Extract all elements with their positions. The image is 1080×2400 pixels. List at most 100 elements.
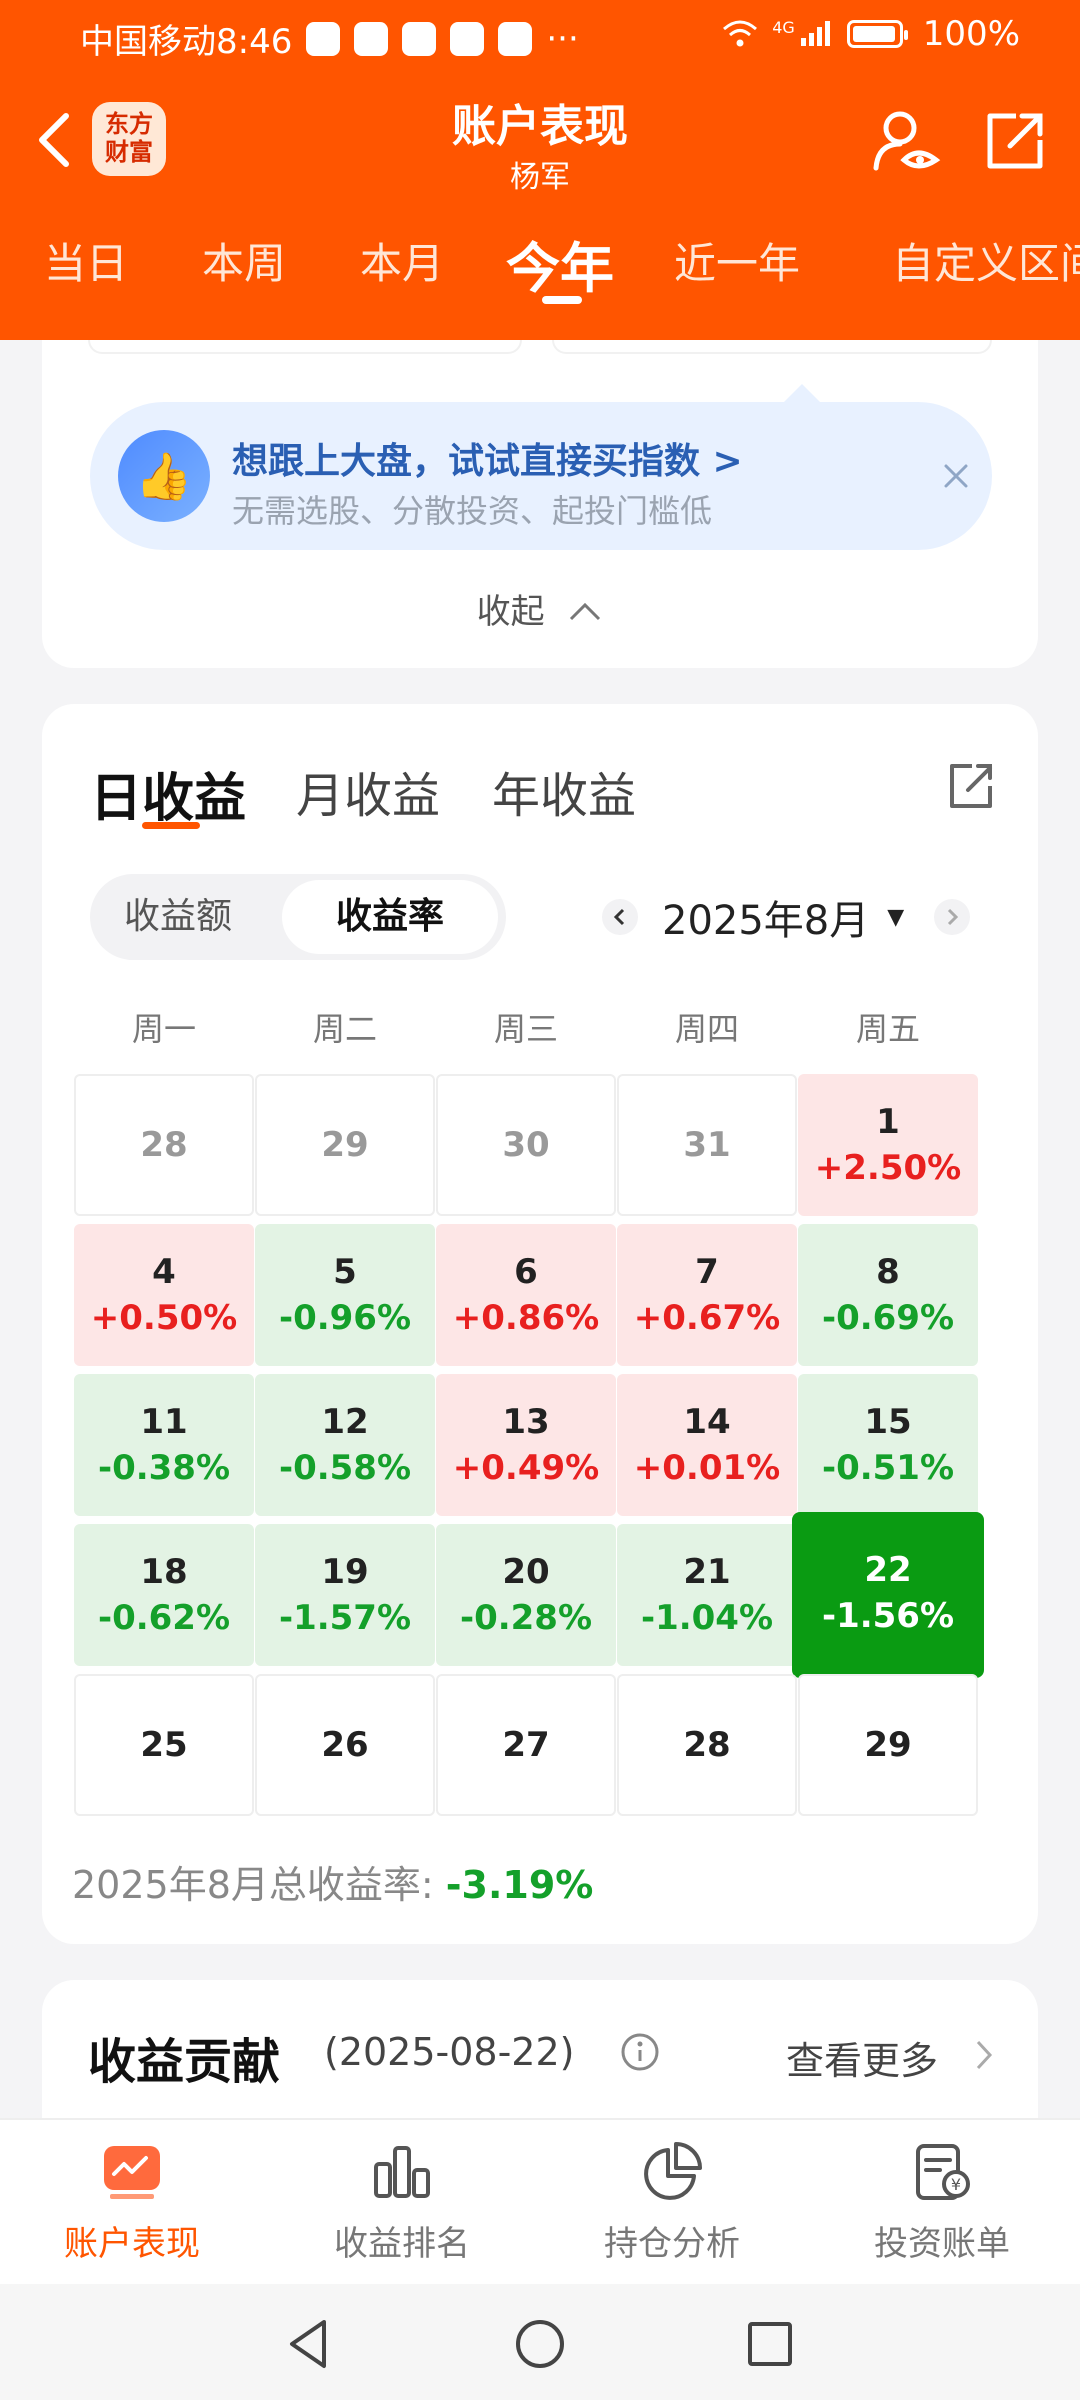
svg-text:¥: ¥ [951,2175,961,2194]
tab-custom-range[interactable]: 自定义区间 [892,239,1080,288]
calendar-day[interactable]: 20 -0.28% [436,1524,616,1666]
nav-bar: 东方 财富 账户表现 杨军 [0,80,1080,200]
account-view-icon[interactable] [872,106,942,176]
system-home-icon[interactable] [510,2314,570,2374]
card-peek [88,340,522,354]
calendar-day[interactable]: 29 [255,1074,435,1216]
collapse-button[interactable]: 收起 [42,584,1038,633]
toggle-return-amount[interactable]: 收益额 [124,896,233,937]
calendar-day[interactable]: 12 -0.58% [255,1374,435,1516]
back-arrow-icon[interactable] [30,108,80,172]
promo-title[interactable]: 想跟上大盘，试试直接买指数 > [232,441,743,482]
calendar-day[interactable]: 1 +2.50% [798,1074,978,1216]
day-return: +0.01% [633,1448,781,1488]
day-return: -0.38% [97,1448,231,1488]
day-number: 14 [683,1402,731,1442]
index-promo-banner[interactable]: 👍 想跟上大盘，试试直接买指数 > 无需选股、分散投资、起投门槛低 [90,402,992,550]
more-notifications: ··· [546,18,579,59]
tab-last-year[interactable]: 近一年 [674,239,801,288]
day-number: 18 [140,1552,188,1592]
nav-label: 持仓分析 [604,2224,740,2264]
tab-this-month[interactable]: 本月 [360,239,445,288]
battery-level: 100% [922,14,1020,54]
day-return: -1.04% [640,1598,774,1638]
day-number: 8 [876,1252,900,1292]
calendar-day[interactable]: 31 [617,1074,797,1216]
nav-holdings-analysis[interactable]: 持仓分析 [572,2140,772,2265]
tab-today[interactable]: 当日 [44,239,129,288]
month-total-return: 2025年8月总收益率: -3.19% [72,1854,593,1909]
chevron-up-icon [570,602,601,621]
prev-month-button[interactable] [602,899,638,935]
month-selector: 2025年8月 ▼ [602,884,971,950]
next-month-button[interactable] [934,899,971,935]
calendar-day[interactable]: 29 [798,1674,978,1816]
calendar-card: 日收益 月收益 年收益 收益额 收益率 2025年8月 ▼ 周一 周二 周三 周… [42,704,1038,1944]
wechat-icon [402,21,437,56]
day-number: 21 [683,1552,731,1592]
weekday-label: 周四 [674,1010,739,1048]
calendar-day[interactable]: 4 +0.50% [74,1224,254,1366]
day-number: 4 [152,1252,176,1292]
period-tabs: 当日 本周 本月 今年 近一年 自定义区间 [0,210,1080,330]
system-recents-icon[interactable] [740,2314,800,2374]
day-return: -0.96% [278,1298,412,1338]
tab-monthly-return[interactable]: 月收益 [296,768,441,824]
nav-return-ranking[interactable]: 收益排名 [302,2140,502,2265]
day-number: 1 [876,1102,900,1142]
tab-yearly-return[interactable]: 年收益 [492,768,637,824]
contribution-title: 收益贡献 [88,2034,281,2090]
calendar-day[interactable]: 5 -0.96% [255,1224,435,1366]
nav-label: 收益排名 [334,2224,470,2264]
day-return: -1.57% [278,1598,412,1638]
calendar-day[interactable]: 11 -0.38% [74,1374,254,1516]
nav-account-performance[interactable]: 账户表现 [32,2140,232,2265]
contribution-card: 收益贡献 (2025-08-22) 查看更多 [42,1980,1038,2140]
battery-icon [846,20,908,48]
calendar-day[interactable]: 15 -0.51% [798,1374,978,1516]
caret-down-icon[interactable]: ▼ [887,904,905,930]
calendar-day[interactable]: 6 +0.86% [436,1224,616,1366]
calendar-day[interactable]: 14 +0.01% [617,1374,797,1516]
calendar-day[interactable]: 18 -0.62% [74,1524,254,1666]
calendar-day[interactable]: 30 [436,1074,616,1216]
notification-app-icon [450,21,485,56]
nav-label: 投资账单 [874,2224,1010,2264]
calendar-day[interactable]: 26 [255,1674,435,1816]
calendar-day[interactable]: 28 [617,1674,797,1816]
day-number: 28 [683,1725,731,1765]
view-more-link[interactable]: 查看更多 [786,2039,939,2083]
calendar-day[interactable]: 27 [436,1674,616,1816]
day-number: 25 [140,1725,188,1765]
wifi-icon [723,20,758,47]
weekday-label: 周三 [493,1010,558,1048]
weekday-label: 周五 [855,1010,920,1048]
share-icon[interactable] [942,758,998,814]
day-number: 20 [502,1552,550,1592]
day-number: 27 [502,1725,550,1765]
close-icon[interactable] [938,458,974,494]
chevron-right-icon[interactable] [972,2038,996,2072]
calendar-day[interactable]: 28 [74,1074,254,1216]
calendar-day[interactable]: 19 -1.57% [255,1524,435,1666]
calendar-day-selected[interactable]: 22 -1.56% [792,1512,984,1678]
tab-daily-return[interactable]: 日收益 [90,769,247,829]
calendar-day[interactable]: 13 +0.49% [436,1374,616,1516]
nav-investment-bill[interactable]: ¥ 投资账单 [842,2140,1042,2265]
day-number: 31 [683,1125,731,1165]
status-bar: 中国移动8:46 ··· 4G 100% [0,0,1080,76]
calendar-day[interactable]: 7 +0.67% [617,1224,797,1366]
calendar-day[interactable]: 25 [74,1674,254,1816]
system-back-icon[interactable] [280,2314,340,2374]
tab-this-year[interactable]: 今年 [506,237,614,300]
calendar-day[interactable]: 21 -1.04% [617,1524,797,1666]
month-label[interactable]: 2025年8月 [662,898,870,944]
summary-value: -3.19% [445,1863,594,1907]
share-icon[interactable] [980,106,1050,176]
performance-chart-icon [104,2146,160,2199]
calendar-day[interactable]: 8 -0.69% [798,1224,978,1366]
info-icon[interactable] [620,2032,660,2072]
tab-this-week[interactable]: 本周 [202,239,287,288]
toggle-return-rate[interactable]: 收益率 [282,880,498,954]
day-number: 11 [140,1402,188,1442]
